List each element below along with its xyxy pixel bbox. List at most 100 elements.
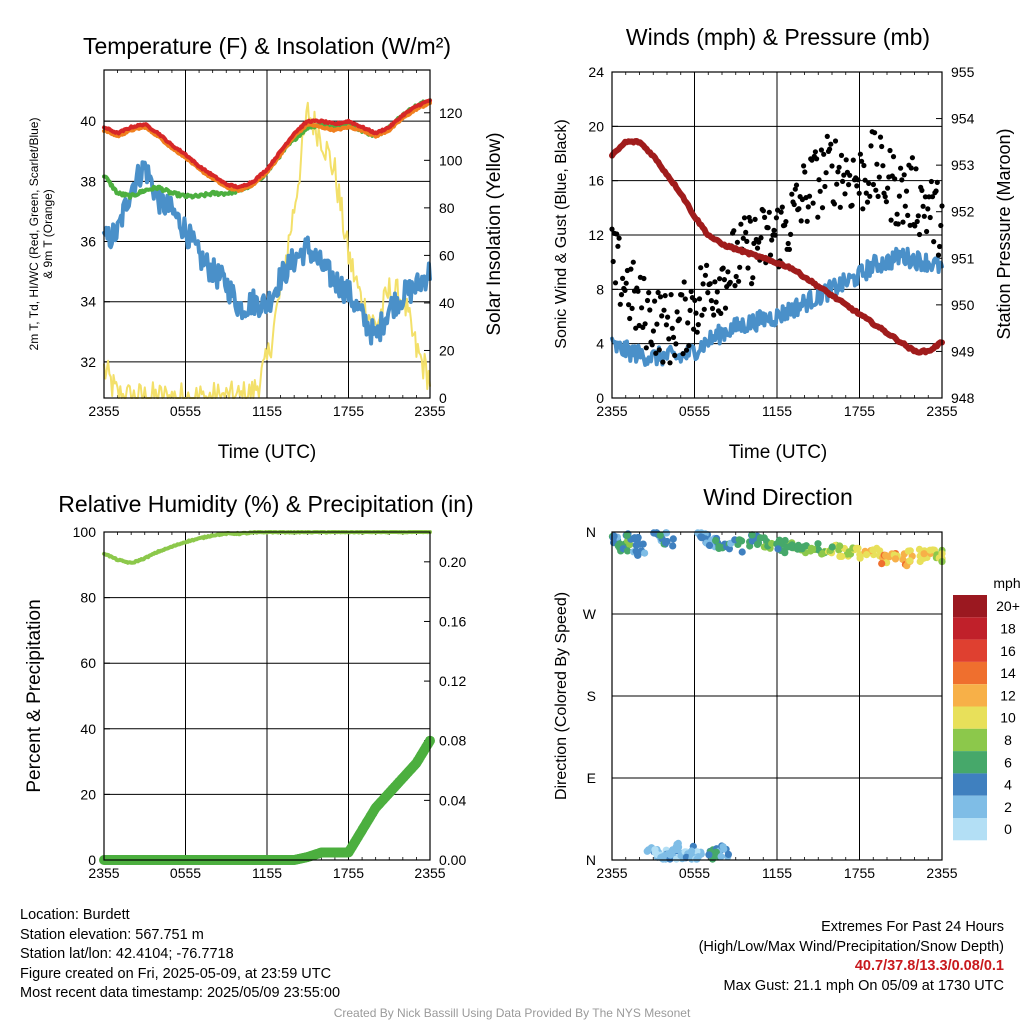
gust-point (736, 278, 742, 284)
gust-point (821, 151, 827, 157)
gust-point (620, 275, 626, 281)
gust-point (614, 231, 620, 237)
direction-point (781, 549, 789, 557)
y-tick-label: W (583, 606, 597, 622)
x-tick-label: 1155 (762, 403, 792, 419)
gust-point (732, 283, 738, 289)
gust-point (899, 177, 905, 183)
gust-point (659, 313, 665, 319)
gust-point (769, 237, 775, 243)
direction-point (658, 853, 667, 861)
gust-point (895, 221, 901, 227)
gust-point (701, 306, 707, 312)
x-tick-label: 1755 (333, 865, 364, 881)
y-tick-label: S (587, 688, 596, 704)
gust-point (849, 202, 855, 208)
gust-point (733, 273, 739, 280)
legend-swatch (953, 617, 987, 640)
gust-point (727, 279, 733, 285)
direction-point (828, 543, 836, 551)
y2-tick-label: 955 (951, 64, 975, 80)
y-tick-label: 38 (80, 173, 96, 189)
gust-point (905, 212, 911, 218)
y-tick-label: 20 (588, 118, 604, 134)
gust-point (785, 240, 791, 247)
gust-point (834, 181, 840, 187)
gust-point (612, 280, 619, 286)
direction-point (623, 531, 631, 540)
gust-point (707, 281, 713, 287)
gust-point (843, 157, 849, 163)
gust-point (669, 325, 675, 331)
direction-point (882, 551, 890, 560)
gust-point (862, 177, 868, 183)
y-tick-label: 4 (596, 336, 604, 352)
gust-point (925, 206, 931, 212)
gust-point (646, 290, 652, 296)
gust-point (642, 321, 648, 327)
direction-point (632, 547, 640, 555)
direction-point (717, 852, 725, 861)
y-axis-label: Direction (Colored By Speed) (553, 592, 570, 800)
gust-point (627, 315, 633, 322)
gust-point (810, 200, 816, 206)
x-tick-label: 1155 (762, 865, 792, 881)
gust-point (713, 299, 719, 305)
gust-point (837, 204, 843, 210)
legend-label: 2 (1004, 799, 1012, 815)
gust-point (652, 298, 658, 304)
gust-point (793, 182, 800, 188)
gust-point (740, 235, 746, 241)
gust-point (875, 193, 881, 199)
gust-point (766, 209, 772, 215)
x-tick-label: 0555 (679, 403, 710, 419)
gust-point (758, 235, 764, 241)
gust-point (931, 239, 937, 245)
plot-frame (611, 71, 943, 399)
direction-point (774, 545, 782, 553)
y-tick-label: 8 (596, 281, 604, 297)
gust-point (749, 281, 755, 287)
gust-point (737, 264, 743, 270)
gust-point (622, 287, 628, 293)
gust-point (704, 262, 710, 268)
gust-point (888, 217, 894, 223)
plot-frame (611, 531, 943, 861)
gust-point (883, 199, 890, 205)
legend-label: 14 (1000, 665, 1016, 681)
plot-frame (103, 531, 431, 861)
gust-point (760, 208, 767, 214)
gust-point (842, 191, 848, 197)
gust-point (829, 163, 835, 169)
direction-point (838, 552, 846, 561)
direction-point (781, 536, 789, 545)
gust-point (773, 215, 780, 221)
y-tick-label: 0 (596, 390, 604, 406)
legend-label: 16 (1000, 643, 1016, 659)
x-tick-label: 2355 (414, 403, 445, 419)
gust-point (866, 180, 872, 186)
gust-point (922, 194, 929, 200)
gust-point (863, 190, 869, 196)
y-tick-label: 80 (80, 590, 96, 606)
gust-point (718, 310, 724, 316)
direction-point (719, 843, 727, 851)
extremes-title: Extremes For Past 24 Hours (821, 919, 1004, 935)
gust-point (741, 215, 748, 221)
gust-point (835, 169, 841, 175)
gust-point (924, 228, 930, 235)
x-tick-label: 2355 (926, 865, 957, 881)
gust-point (711, 312, 717, 318)
direction-point (712, 537, 720, 545)
direction-point (852, 544, 861, 552)
y-tick-label: N (586, 852, 596, 868)
gust-point (887, 147, 893, 154)
direction-point (712, 848, 720, 856)
gust-point (896, 193, 903, 199)
gust-point (831, 201, 838, 207)
chart-title: Temperature (F) & Insolation (W/m²) (83, 33, 451, 59)
gust-point (641, 275, 647, 282)
gust-point (859, 158, 865, 164)
